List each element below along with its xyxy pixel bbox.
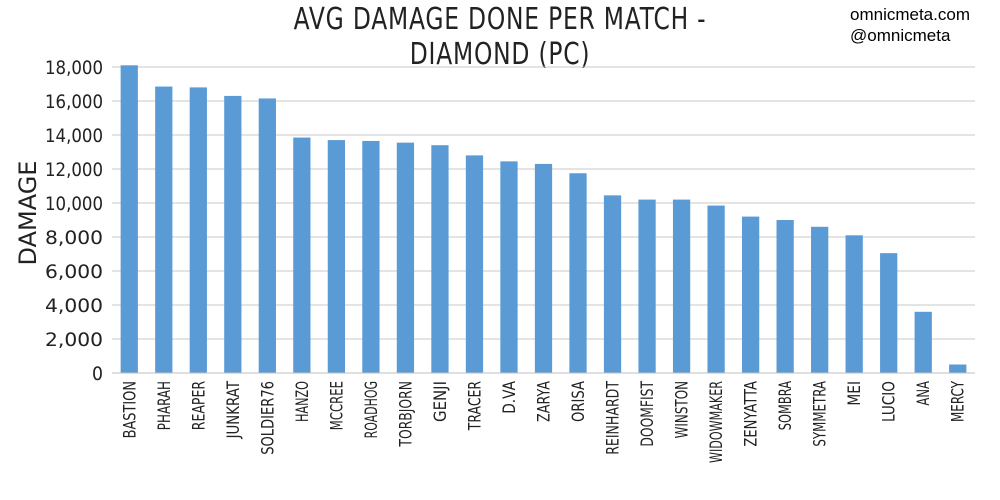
- bar-d-va: [500, 161, 518, 373]
- y-tick-label: 14,000: [45, 125, 103, 147]
- watermark: omnicmeta.com @omnicmeta: [850, 4, 970, 46]
- bar-reinhardt: [603, 195, 622, 373]
- x-category-label: GENJI: [431, 381, 451, 422]
- x-category-label: TRACER: [465, 381, 485, 431]
- bar-winston: [672, 199, 691, 373]
- bar-torbjorn: [396, 142, 415, 373]
- bar-mccree: [327, 140, 346, 373]
- bar-hanzo: [293, 137, 311, 373]
- bar-genji: [431, 145, 449, 373]
- y-tick-label: 10,000: [45, 193, 103, 215]
- y-tick-label: 0: [92, 363, 103, 385]
- bar-symmetra: [811, 226, 829, 373]
- x-category-label: LUCIO: [880, 381, 900, 422]
- x-category-label: MERCY: [949, 381, 969, 422]
- y-axis-ticks: 0 2,000 4,000 6,000 8,000 10,000 12,000 14,000 1…: [45, 57, 103, 385]
- y-tick-label: 6,000: [45, 261, 103, 283]
- bars: [120, 65, 967, 374]
- x-category-label: SYMMETRA: [811, 381, 831, 447]
- x-category-label: ROADHOG: [362, 381, 382, 438]
- x-category-label: ZARYA: [535, 381, 555, 422]
- y-tick-label: 2,000: [45, 329, 103, 351]
- x-category-label: HANZO: [293, 381, 313, 422]
- x-category-label: MCCREE: [327, 381, 347, 430]
- bar-pharah: [155, 86, 173, 374]
- x-category-label: SOMBRA: [776, 381, 796, 430]
- y-tick-label: 8,000: [45, 227, 103, 249]
- chart-title: AVG DAMAGE DONE PER MATCH - DIAMOND (PC): [293, 2, 707, 72]
- x-category-label: PHARAH: [155, 381, 175, 430]
- x-category-label: D.VA: [500, 381, 520, 414]
- x-category-label: JUNKRAT: [224, 381, 244, 440]
- y-tick-label: 4,000: [45, 295, 103, 317]
- x-axis-categories: BASTION PHARAH REAPER JUNKRAT SOLDIER76 HANZO…: [120, 381, 968, 463]
- bar-bastion: [120, 65, 138, 374]
- bar-doomfist: [638, 199, 656, 373]
- x-category-label: ANA: [914, 381, 934, 406]
- bar-reaper: [189, 87, 207, 374]
- bar-tracer: [465, 155, 484, 373]
- bar-zarya: [534, 163, 553, 373]
- bar-widowmaker: [707, 205, 725, 373]
- bar-junkrat: [224, 95, 242, 374]
- x-category-label: WIDOWMAKER: [707, 381, 727, 463]
- bar-lucio: [880, 253, 898, 373]
- watermark-handle: @omnicmeta: [850, 26, 951, 45]
- bar-mei: [845, 235, 863, 373]
- x-category-label: ORISA: [569, 381, 589, 422]
- x-category-label: ZENYATTA: [742, 381, 762, 447]
- bar-mercy: [949, 364, 967, 373]
- watermark-site: omnicmeta.com: [850, 5, 970, 24]
- bar-zenyatta: [741, 216, 760, 373]
- y-axis-label: DAMAGE: [14, 161, 42, 266]
- x-category-label: DOOMFIST: [638, 381, 658, 447]
- bar-orisa: [569, 173, 587, 373]
- x-category-label: SOLDIER76: [258, 381, 278, 455]
- bar-sombra: [776, 220, 794, 373]
- x-category-label: REAPER: [189, 381, 209, 430]
- y-tick-label: 18,000: [45, 57, 103, 79]
- x-category-label: MEI: [845, 381, 865, 406]
- x-category-label: TORBJORN: [396, 381, 416, 447]
- y-tick-label: 16,000: [45, 91, 103, 113]
- bar-roadhog: [362, 140, 380, 373]
- bar-ana: [914, 311, 932, 373]
- x-category-label: REINHARDT: [604, 381, 624, 455]
- y-tick-label: 12,000: [45, 159, 103, 181]
- x-category-label: BASTION: [120, 381, 140, 438]
- bar-soldier76: [258, 98, 276, 373]
- x-category-label: WINSTON: [673, 381, 693, 438]
